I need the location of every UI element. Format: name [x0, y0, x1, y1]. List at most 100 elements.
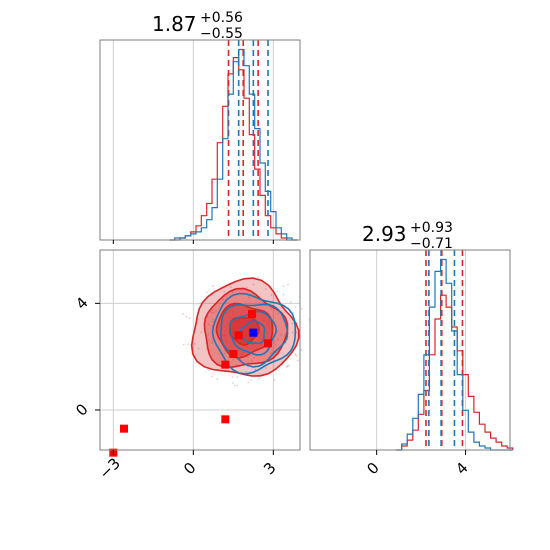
sample-dot: [194, 343, 196, 345]
sample-dot: [282, 285, 285, 288]
x-tick-label: 3: [260, 459, 279, 478]
sample-dot: [211, 318, 214, 321]
title-1-plus: +0.56: [200, 10, 243, 26]
x-tick-label: 4: [452, 459, 471, 478]
red-square-marker: [120, 424, 128, 433]
sample-dot: [229, 286, 232, 288]
sample-dot: [300, 349, 303, 351]
sample-dot: [209, 369, 211, 372]
blue-square-marker: [249, 328, 258, 337]
sample-dot: [200, 331, 203, 334]
histogram-2-frame: [309, 249, 511, 451]
sample-dot: [264, 288, 267, 291]
sample-dot: [214, 309, 217, 312]
sample-dot: [207, 339, 210, 342]
sample-dot: [211, 375, 214, 378]
sample-dot: [257, 377, 260, 380]
sample-dot: [289, 301, 292, 303]
title-1-value: 1.87: [152, 12, 197, 36]
sample-dot: [291, 331, 294, 334]
red-square-marker: [248, 310, 256, 318]
sample-dot: [273, 379, 276, 381]
y-tick-label: 0: [72, 400, 91, 419]
histogram-series-1: [396, 258, 513, 451]
sample-dot: [277, 338, 280, 341]
red-square-marker: [234, 331, 243, 340]
sample-dot: [245, 286, 248, 289]
sample-dot: [286, 364, 289, 367]
sample-dot: [182, 313, 184, 315]
sample-dot: [296, 355, 298, 358]
sample-dot: [185, 315, 188, 318]
sample-dot: [265, 367, 267, 369]
sample-dot: [207, 323, 210, 326]
histogram-series-0: [396, 294, 514, 451]
sample-dot: [257, 276, 259, 279]
sample-dot: [283, 335, 285, 337]
sample-dot: [252, 283, 255, 286]
title-2-value: 2.93: [362, 222, 407, 246]
contour-panel-frame: [99, 249, 301, 451]
sample-dot: [250, 359, 253, 362]
contour-level-1-2: [228, 310, 278, 356]
x-tick-label: 0: [180, 459, 199, 478]
contour-level-1-1: [220, 303, 289, 368]
sample-dot: [280, 333, 282, 336]
sample-dot: [216, 378, 219, 381]
title-2-minus: −0.71: [410, 236, 453, 252]
sample-dot: [274, 343, 277, 346]
contour-panel: [99, 249, 311, 457]
sample-dot: [282, 293, 285, 296]
sample-dot: [222, 298, 224, 301]
sample-dot: [211, 309, 214, 312]
sample-dot: [258, 372, 261, 375]
sample-dot: [199, 302, 202, 305]
sample-dot: [188, 317, 191, 320]
sample-dot: [252, 356, 255, 359]
sample-dot: [246, 356, 249, 358]
sample-dot: [223, 352, 226, 355]
sample-dot: [296, 322, 299, 324]
red-square-marker: [221, 415, 230, 424]
sample-dot: [294, 353, 297, 356]
sample-dot: [236, 376, 239, 379]
sample-dot: [231, 376, 234, 378]
sample-dot: [236, 384, 239, 387]
sample-dot: [292, 312, 295, 314]
x-tick-label: 0: [363, 459, 382, 478]
sample-dot: [245, 370, 247, 373]
sample-dot: [211, 342, 214, 344]
sample-dot: [212, 311, 215, 314]
sample-dot: [206, 291, 209, 294]
sample-dot: [197, 347, 200, 350]
sample-dot: [247, 361, 249, 363]
sample-dot: [233, 384, 236, 387]
title-panel-1: 1.87 +0.56 −0.55: [152, 10, 243, 42]
contour-level-1-0: [211, 292, 297, 375]
sample-dot: [232, 382, 234, 384]
histogram-panel-1: [99, 39, 301, 241]
sample-dot: [248, 296, 250, 299]
sample-dot: [271, 342, 274, 345]
red-square-marker: [264, 339, 272, 348]
sample-dot: [207, 369, 209, 371]
sample-dot: [287, 364, 290, 367]
red-square-marker: [221, 360, 230, 369]
title-1-minus: −0.55: [200, 26, 243, 42]
sample-dot: [223, 290, 226, 293]
sample-dot: [232, 358, 235, 361]
sample-dot: [247, 381, 250, 384]
sample-dot: [277, 312, 280, 315]
x-tick-label: −3: [96, 454, 124, 482]
sample-dot: [287, 283, 289, 286]
sample-dot: [182, 343, 185, 346]
sample-dot: [270, 307, 273, 310]
title-2-plus: +0.93: [410, 220, 453, 236]
sample-dot: [296, 359, 299, 362]
sample-dot: [273, 340, 276, 343]
y-tick-label: 4: [72, 294, 91, 313]
sample-dot: [291, 322, 294, 325]
sample-dot: [250, 378, 252, 381]
title-panel-2: 2.93 +0.93 −0.71: [362, 220, 453, 252]
